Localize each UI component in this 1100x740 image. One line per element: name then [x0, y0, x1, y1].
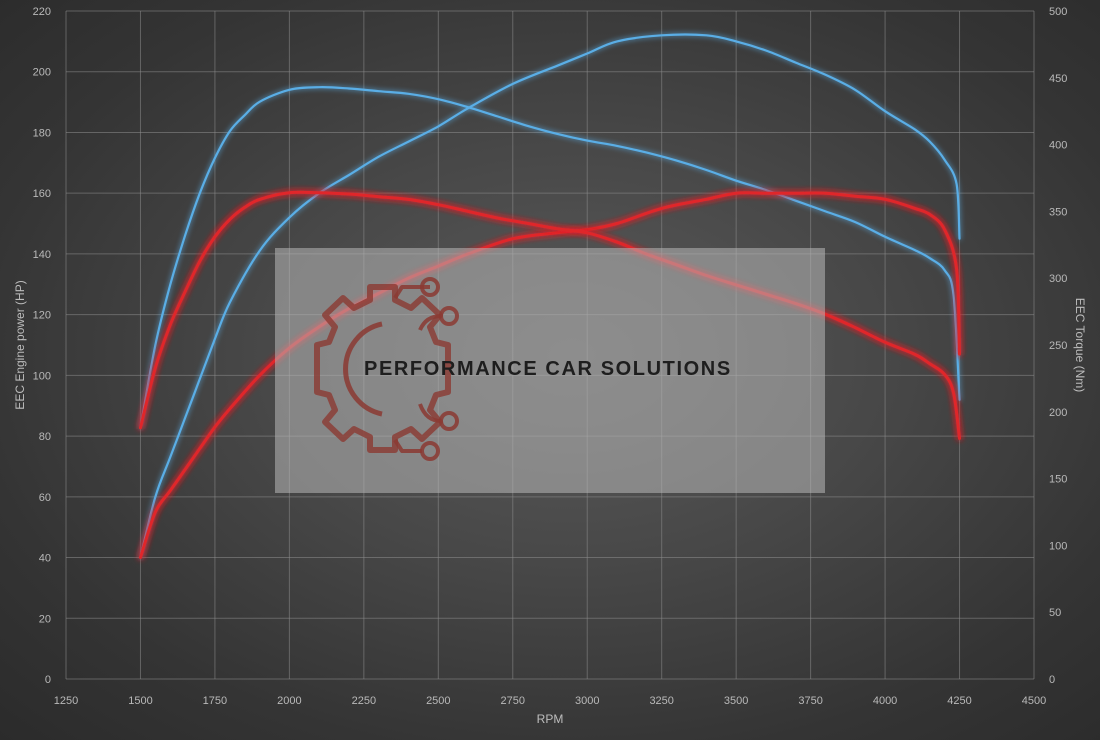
- x-tick-label: 1500: [128, 695, 152, 707]
- x-tick-label: 1250: [54, 695, 78, 707]
- left-axis-tick-labels: 0 20 40 60 80 100 120 140 160 180 200 220: [33, 6, 51, 686]
- right-y-tick-label: 500: [1049, 6, 1067, 18]
- right-axis-tick-labels: 0 50 100 150 200 250 300 350 400 450 500: [1049, 6, 1067, 686]
- x-tick-label: 4250: [947, 695, 971, 707]
- right-y-tick-label: 300: [1049, 273, 1067, 285]
- chart-series: [139, 33, 961, 559]
- x-tick-label: 3250: [649, 695, 673, 707]
- right-y-tick-label: 150: [1049, 474, 1067, 486]
- left-y-tick-label: 140: [33, 249, 51, 261]
- left-y-tick-label: 80: [39, 431, 51, 443]
- series-line-tuned-power: [139, 33, 961, 559]
- gear-circuit-icon: [314, 277, 459, 461]
- right-y-tick-label: 100: [1049, 540, 1067, 552]
- x-tick-label: 2750: [501, 695, 525, 707]
- right-y-tick-label: 450: [1049, 73, 1067, 85]
- x-tick-label: 2000: [277, 695, 301, 707]
- left-y-tick-label: 40: [39, 553, 51, 565]
- x-tick-label: 3000: [575, 695, 599, 707]
- right-y-tick-label: 400: [1049, 140, 1067, 152]
- x-tick-label: 3500: [724, 695, 748, 707]
- watermark-panel: [275, 248, 825, 493]
- left-y-tick-label: 60: [39, 492, 51, 504]
- left-y-tick-label: 220: [33, 6, 51, 18]
- left-y-tick-label: 180: [33, 127, 51, 139]
- series-line-stock-torque: [139, 190, 961, 440]
- left-y-tick-label: 0: [45, 674, 51, 686]
- right-y-tick-label: 50: [1049, 607, 1061, 619]
- x-axis-label: RPM: [537, 712, 564, 726]
- left-y-tick-label: 120: [33, 310, 51, 322]
- left-y-tick-label: 160: [33, 188, 51, 200]
- x-tick-label: 3750: [798, 695, 822, 707]
- right-axis-label: EEC Torque (Nm): [1073, 298, 1087, 392]
- series-line-tuned-torque: [139, 86, 961, 429]
- x-tick-label: 2250: [352, 695, 376, 707]
- x-tick-label: 4000: [873, 695, 897, 707]
- left-y-tick-label: 100: [33, 370, 51, 382]
- x-tick-label: 2500: [426, 695, 450, 707]
- right-y-tick-label: 350: [1049, 206, 1067, 218]
- right-y-tick-label: 250: [1049, 340, 1067, 352]
- left-axis-label: EEC Engine power (HP): [13, 280, 27, 409]
- series-line-stock-power: [139, 191, 961, 559]
- left-y-tick-label: 200: [33, 67, 51, 79]
- x-tick-label: 4500: [1022, 695, 1046, 707]
- left-y-tick-label: 20: [39, 613, 51, 625]
- right-y-tick-label: 0: [1049, 674, 1055, 686]
- x-axis-tick-labels: 1250 1500 1750 2000 2250 2500 2750 3000 3250 3500…: [54, 695, 1046, 707]
- right-y-tick-label: 200: [1049, 407, 1067, 419]
- x-tick-label: 1750: [203, 695, 227, 707]
- watermark: PERFORMANCE CAR SOLUTIONS: [275, 248, 825, 493]
- watermark-brand-text: PERFORMANCE CAR SOLUTIONS: [364, 358, 732, 380]
